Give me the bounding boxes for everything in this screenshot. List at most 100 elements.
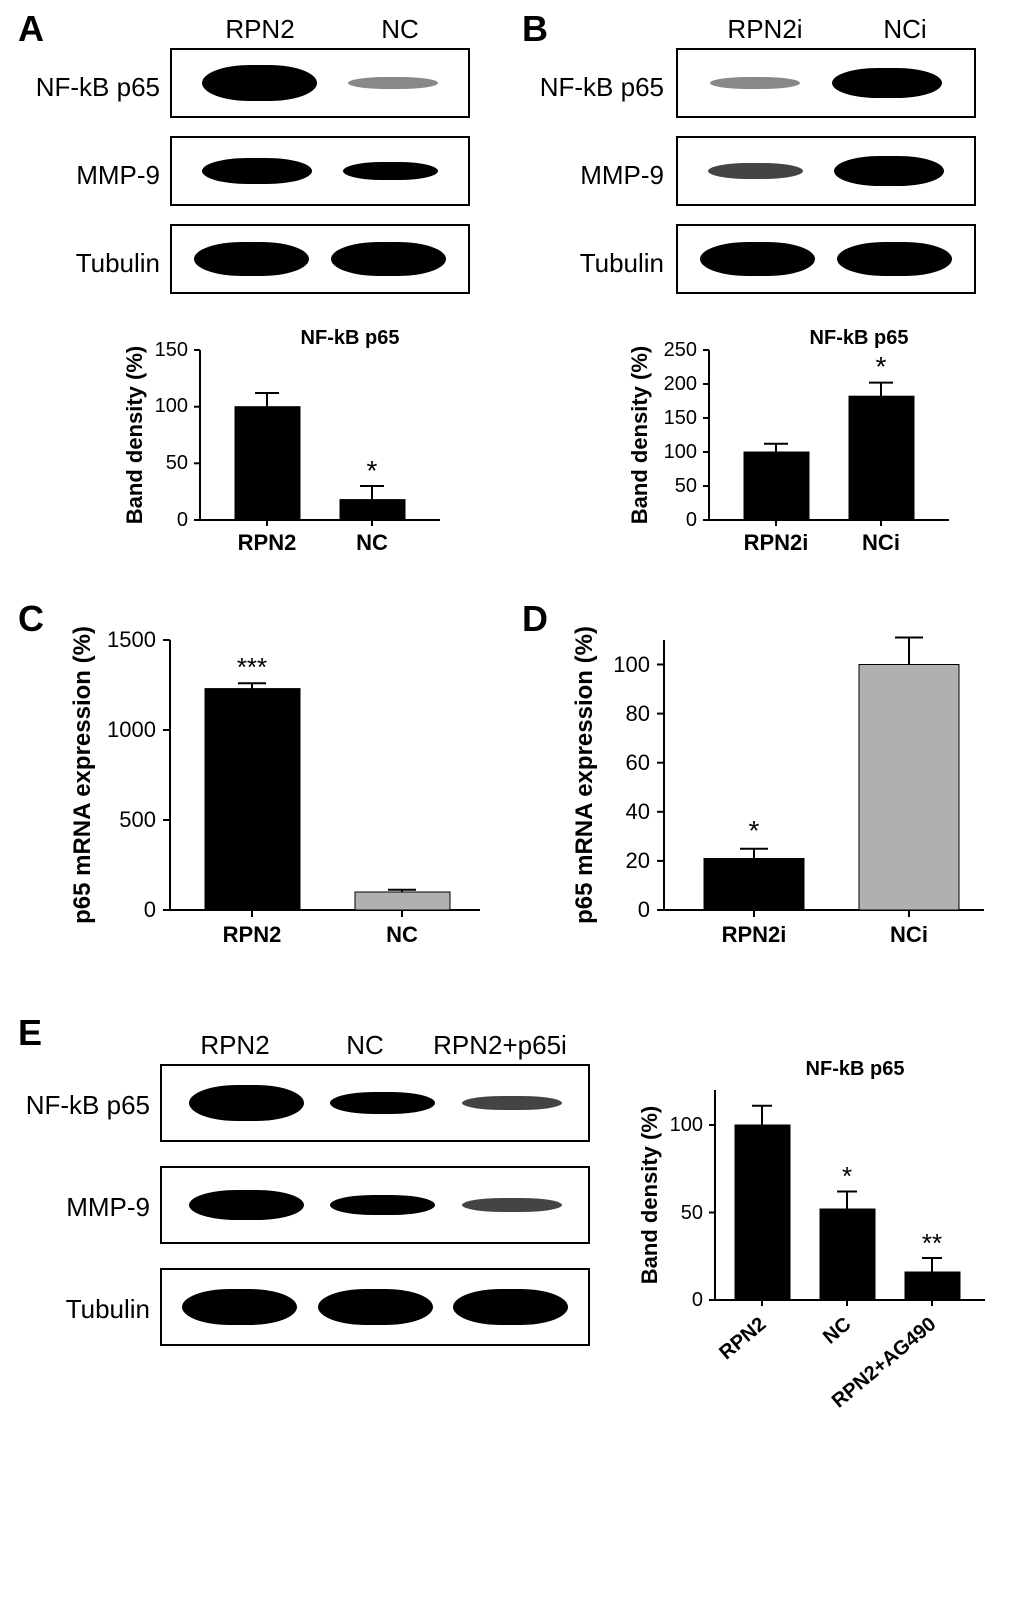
- band: [182, 1289, 297, 1325]
- chart-title: NF-kB p65: [806, 1058, 905, 1080]
- svg-text:0: 0: [638, 897, 650, 922]
- svg-text:50: 50: [166, 452, 188, 474]
- ylabel: Band density (%): [627, 346, 652, 524]
- band: [837, 242, 952, 276]
- panel-label-d: D: [522, 598, 548, 640]
- xlab: RPN2i: [722, 922, 787, 947]
- panelE-col3: RPN2+p65i: [415, 1030, 585, 1061]
- panelE-row-nf: NF-kB p65: [10, 1090, 150, 1121]
- svg-text:100: 100: [670, 1114, 703, 1136]
- svg-text:0: 0: [177, 509, 188, 531]
- band: [194, 242, 309, 276]
- band: [330, 1195, 435, 1215]
- band: [202, 65, 317, 101]
- panel-label-c: C: [18, 598, 44, 640]
- panelB-blot-tub: [676, 224, 976, 294]
- bar-nc: [340, 500, 405, 520]
- bar-nci: [849, 396, 914, 520]
- ylabel: Band density (%): [637, 1106, 662, 1284]
- chart-title: NF-kB p65: [301, 327, 400, 349]
- bar-nc: [355, 892, 450, 910]
- xlab: NCi: [890, 922, 928, 947]
- panelE-blot-mmp: [160, 1166, 590, 1244]
- yticks: 0 50 100: [670, 1114, 715, 1311]
- panelB-blot-mmp: [676, 136, 976, 206]
- panelA-blot-tub: [170, 224, 470, 294]
- bar-ag490: [905, 1272, 960, 1300]
- svg-text:500: 500: [119, 807, 156, 832]
- panelB-blots: [676, 48, 976, 294]
- chart-title: NF-kB p65: [810, 327, 909, 349]
- xlab: NCi: [862, 530, 900, 555]
- svg-text:1000: 1000: [107, 717, 156, 742]
- band: [330, 1092, 435, 1114]
- band: [708, 163, 803, 179]
- bar-rpn2: [235, 407, 300, 520]
- panelB-chart: NF-kB p65 0 50 100 150 200 250 Band dens…: [614, 320, 1014, 580]
- xlab: RPN2i: [744, 530, 809, 555]
- band: [834, 156, 944, 186]
- band: [343, 162, 438, 180]
- yticks: 0 50 100 150: [155, 339, 200, 531]
- band: [453, 1289, 568, 1325]
- band: [700, 242, 815, 276]
- band: [318, 1289, 433, 1325]
- panelE-chart: NF-kB p65 0 50 100 Band density (%) * **…: [620, 1050, 1020, 1470]
- ylabel: p65 mRNA expression (%): [69, 626, 96, 924]
- sig-ag490: **: [922, 1228, 942, 1258]
- svg-text:200: 200: [664, 373, 697, 395]
- sig-rpn2i: *: [749, 815, 760, 846]
- band: [189, 1190, 304, 1220]
- band: [462, 1096, 562, 1110]
- yticks: 0 50 100 150 200 250: [664, 339, 709, 531]
- ylabel: p65 mRNA expression (%): [571, 626, 598, 924]
- panelE-col2: NC: [315, 1030, 415, 1061]
- bar-nci: [859, 665, 959, 911]
- panelE-row-mmp: MMP-9: [10, 1192, 150, 1223]
- band: [189, 1085, 304, 1121]
- svg-text:150: 150: [155, 339, 188, 361]
- panelB-col1: RPN2i: [710, 14, 820, 45]
- svg-text:40: 40: [626, 799, 650, 824]
- panelE-blot-tub: [160, 1268, 590, 1346]
- svg-text:0: 0: [692, 1289, 703, 1311]
- band: [832, 68, 942, 98]
- xlab: RPN2: [715, 1313, 770, 1364]
- svg-text:100: 100: [613, 652, 650, 677]
- panel-label-a: A: [18, 8, 44, 50]
- svg-text:50: 50: [675, 475, 697, 497]
- panelE-row-tub: Tubulin: [10, 1294, 150, 1325]
- panelB-col2: NCi: [850, 14, 960, 45]
- panelA-blot-mmp: [170, 136, 470, 206]
- band: [348, 77, 438, 89]
- svg-text:250: 250: [664, 339, 697, 361]
- yticks: 0 20 40 60 80 100: [613, 652, 664, 922]
- svg-text:100: 100: [664, 441, 697, 463]
- panelB-row-tub: Tubulin: [524, 248, 664, 279]
- panelA-blot-nf: [170, 48, 470, 118]
- band: [710, 77, 800, 89]
- svg-text:60: 60: [626, 750, 650, 775]
- panelE-col1: RPN2: [175, 1030, 295, 1061]
- bar-rpn2: [735, 1125, 790, 1300]
- panelE-blots: [160, 1064, 590, 1346]
- bar-rpn2: [205, 689, 300, 910]
- xlab: NC: [819, 1313, 855, 1348]
- svg-text:80: 80: [626, 701, 650, 726]
- svg-text:50: 50: [681, 1202, 703, 1224]
- xlab: NC: [356, 530, 388, 555]
- svg-text:1500: 1500: [107, 627, 156, 652]
- panelA-row-nf: NF-kB p65: [20, 72, 160, 103]
- band: [202, 158, 312, 184]
- xlab: RPN2: [223, 922, 282, 947]
- ylabel: Band density (%): [122, 346, 147, 524]
- panelA-row-tub: Tubulin: [20, 248, 160, 279]
- panelB-blot-nf: [676, 48, 976, 118]
- bar-nc: [820, 1209, 875, 1300]
- svg-text:0: 0: [686, 509, 697, 531]
- bar-rpn2i: [744, 452, 809, 520]
- sig-nci: *: [876, 351, 887, 382]
- panelE-blot-nf: [160, 1064, 590, 1142]
- bar-rpn2i: [704, 859, 804, 911]
- svg-text:150: 150: [664, 407, 697, 429]
